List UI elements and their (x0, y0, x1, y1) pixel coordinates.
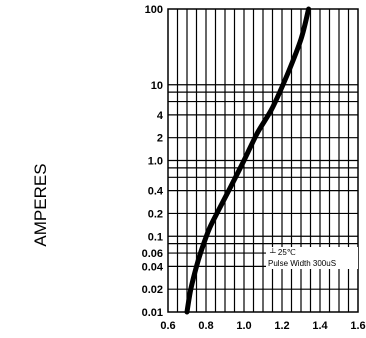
series-line (184, 6, 312, 315)
x-tick-label: 0.6 (160, 320, 175, 332)
plot-frame (167, 8, 359, 313)
annotation-background (266, 247, 358, 269)
x-tick-labels: 0.6 0.8 1.0 1.2 1.4 1.6 (160, 320, 365, 332)
y-tick-label: 0.04 (142, 261, 164, 273)
y-tick-label: 1.0 (148, 156, 163, 168)
x-tick-label: 0.8 (198, 320, 213, 332)
y-tick-label: 0.2 (148, 208, 163, 220)
y-tick-labels: 100 10 4 2 1.0 0.4 0.2 0.1 0.060.04 0.02 0.01 (142, 4, 164, 319)
x-tick-label: 1.6 (350, 320, 365, 332)
y-axis-label: AMPERES (31, 163, 50, 246)
annotation-pulse-width: Pulse Width 300uS (268, 259, 336, 268)
y-tick-label: 0.02 (142, 284, 163, 296)
y-tick-label: 10 (151, 80, 163, 92)
y-tick-label: 0.01 (142, 307, 163, 319)
annotation-temperature: ┴ 25℃ (269, 247, 296, 257)
y-tick-label: 0.4 (148, 186, 164, 198)
y-tick-label: 0.06 (142, 248, 163, 260)
x-tick-label: 1.0 (236, 320, 251, 332)
x-tick-label: 1.2 (274, 320, 289, 332)
y-tick-label: 0.1 (148, 231, 163, 243)
y-tick-label: 2 (157, 133, 163, 145)
y-tick-label: 4 (157, 110, 164, 122)
x-tick-label: 1.4 (312, 320, 328, 332)
y-tick-label: 100 (145, 4, 163, 16)
